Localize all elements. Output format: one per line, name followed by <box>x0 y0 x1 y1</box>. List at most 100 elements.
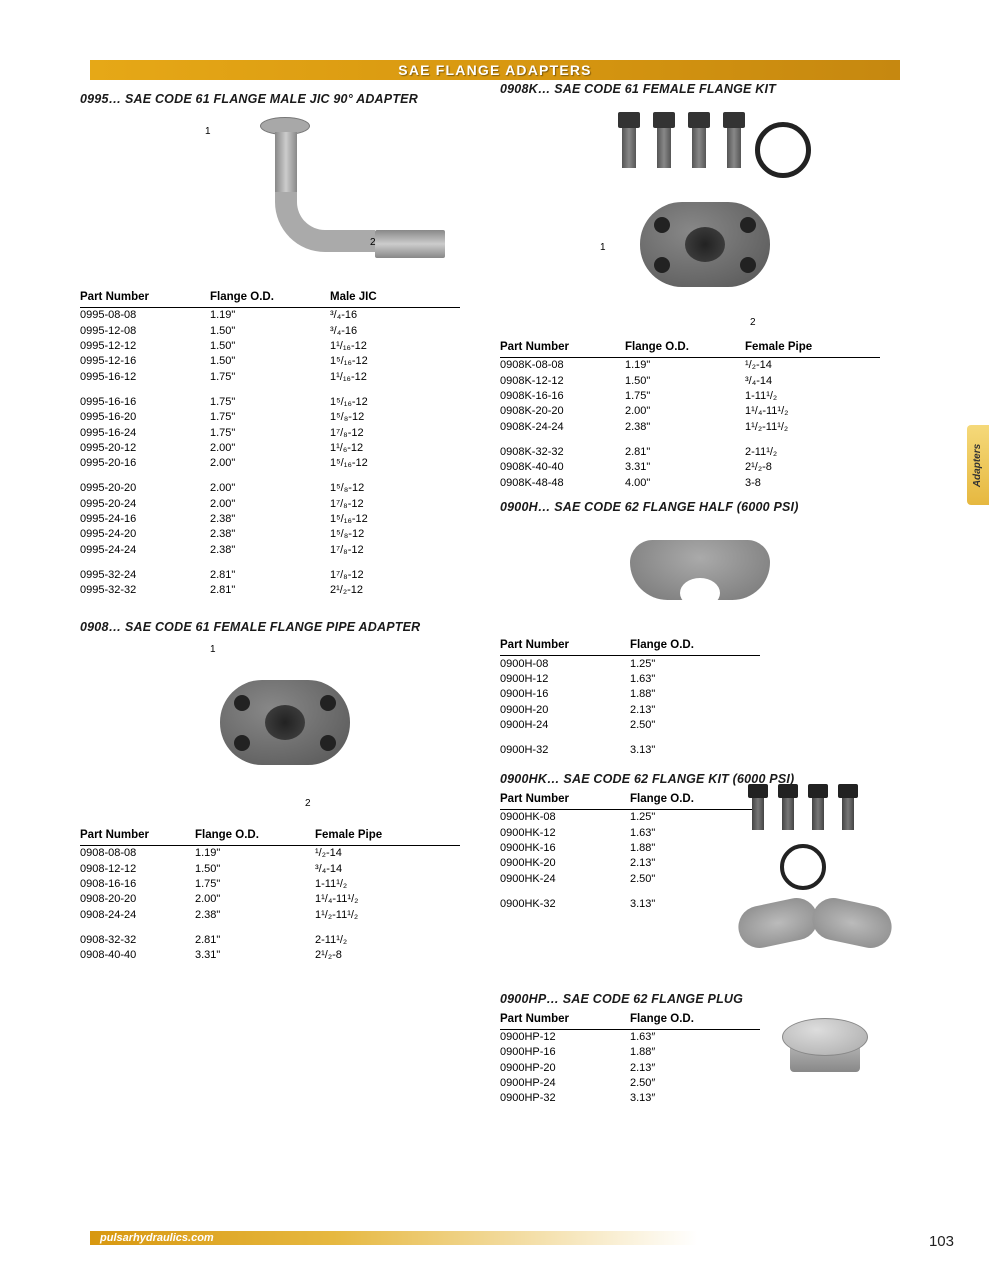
annot-2: 2 <box>750 317 756 328</box>
table-cell: 1⁷/₈-12 <box>330 567 460 582</box>
table-cell: ¹/₂-14 <box>745 357 880 373</box>
table-cell: 0900H-20 <box>500 702 630 717</box>
table-cell: 2.00" <box>210 440 330 455</box>
table-row: 0995-12-121.50"1¹/₁₆-12 <box>80 339 460 354</box>
flange-kit-halves-icon <box>730 784 930 964</box>
table-cell: 2.00" <box>625 404 745 419</box>
table-cell: 0908-08-08 <box>80 845 195 861</box>
table-cell: 0995-16-12 <box>80 369 210 384</box>
section-0908K: 0908K… SAE CODE 61 FEMALE FLANGE KIT <box>500 82 900 490</box>
table-row: 0995-24-202.38"1⁵/₈-12 <box>80 527 460 542</box>
table-cell: 0908-40-40 <box>80 948 195 963</box>
table-cell: 1.25" <box>630 656 760 672</box>
section-0995: 0995… SAE CODE 61 FLANGE MALE JIC 90° AD… <box>80 92 480 598</box>
table-cell: 0900H-08 <box>500 656 630 672</box>
section-title: 0900H… SAE CODE 62 FLANGE HALF (6000 PSI… <box>500 500 900 514</box>
col-header: Part Number <box>80 288 210 307</box>
tbody-0995: 0995-08-081.19"³/₄-160995-12-081.50"³/₄-… <box>80 307 460 598</box>
table-cell: 0900H-32 <box>500 743 630 758</box>
tbody-0908K: 0908K-08-081.19"¹/₂-140908K-12-121.50"³/… <box>500 357 880 490</box>
table-row: 0900H-081.25" <box>500 656 760 672</box>
section-title: 0908K… SAE CODE 61 FEMALE FLANGE KIT <box>500 82 900 96</box>
col-header: Flange O.D. <box>630 1010 760 1029</box>
table-cell: 0908K-08-08 <box>500 357 625 373</box>
table-0995: Part Number Flange O.D. Male JIC 0995-08… <box>80 288 460 598</box>
table-cell: 0995-24-20 <box>80 527 210 542</box>
product-image-0900HK <box>730 784 930 964</box>
table-cell: 2.81" <box>625 444 745 459</box>
table-cell: 0900HK-12 <box>500 825 630 840</box>
table-cell: 3.31" <box>195 948 315 963</box>
table-cell: 0908-20-20 <box>80 892 195 907</box>
annot-2: 2 <box>370 237 376 248</box>
table-cell: 2.00" <box>195 892 315 907</box>
table-cell: 0908-32-32 <box>80 932 195 947</box>
table-cell: 0908K-16-16 <box>500 389 625 404</box>
col-header: Flange O.D. <box>630 636 760 655</box>
table-cell: 1⁵/₁₆-12 <box>330 456 460 471</box>
col-header: Flange O.D. <box>625 338 745 357</box>
table-cell: 0908-12-12 <box>80 861 195 876</box>
section-0900HP: 0900HP… SAE CODE 62 FLANGE PLUG Part Num… <box>500 992 900 1106</box>
product-image-0908: 1 2 <box>80 640 480 820</box>
table-cell: 0995-16-20 <box>80 410 210 425</box>
product-image-0900H <box>500 520 900 630</box>
table-cell: 0908K-20-20 <box>500 404 625 419</box>
table-cell: 0908K-48-48 <box>500 475 625 490</box>
table-cell: 3.31" <box>625 460 745 475</box>
tbody-0900HP: 0900HP-121.63″0900HP-161.88″0900HP-202.1… <box>500 1029 760 1106</box>
table-cell: ³/₄-14 <box>745 373 880 388</box>
table-row: 0900HP-323.13″ <box>500 1091 760 1106</box>
table-row: 0900H-121.63" <box>500 672 760 687</box>
table-cell: 2.50" <box>630 717 760 732</box>
annot-1: 1 <box>205 126 211 137</box>
table-cell: 4.00" <box>625 475 745 490</box>
table-cell: 3-8 <box>745 475 880 490</box>
col-header: Female Pipe <box>745 338 880 357</box>
table-cell: 0995-24-24 <box>80 542 210 557</box>
table-cell: 0995-32-24 <box>80 567 210 582</box>
table-row: 0900HP-121.63″ <box>500 1029 760 1045</box>
table-row: 0995-32-242.81"1⁷/₈-12 <box>80 567 460 582</box>
table-row: 0908-12-121.50"³/₄-14 <box>80 861 460 876</box>
flange-half-icon <box>610 530 790 620</box>
table-cell: 2.38" <box>625 419 745 434</box>
table-cell: 1.75" <box>210 394 330 409</box>
table-cell: 1⁵/₈-12 <box>330 410 460 425</box>
table-row: 0908K-24-242.38"1¹/₂-11¹/₂ <box>500 419 880 434</box>
table-cell: 2.38" <box>210 512 330 527</box>
table-0908: Part Number Flange O.D. Female Pipe 0908… <box>80 826 460 963</box>
table-cell: 2¹/₂-8 <box>745 460 880 475</box>
section-title: 0908… SAE CODE 61 FEMALE FLANGE PIPE ADA… <box>80 620 480 634</box>
table-row: 0900HK-121.63" <box>500 825 760 840</box>
table-cell: 0900H-16 <box>500 687 630 702</box>
table-cell: 0908K-24-24 <box>500 419 625 434</box>
table-row: 0908-32-322.81"2-11¹/₂ <box>80 932 460 947</box>
product-image-0908K: 1 2 <box>500 102 900 332</box>
table-cell: 2.81" <box>210 567 330 582</box>
col-header: Female Pipe <box>315 826 460 845</box>
side-tab: Adapters <box>967 425 989 505</box>
table-cell: ³/₄-14 <box>315 861 460 876</box>
table-cell: 1.50" <box>210 323 330 338</box>
left-column: 0995… SAE CODE 61 FLANGE MALE JIC 90° AD… <box>80 82 480 1106</box>
product-image-0995: 1 2 <box>80 112 480 282</box>
table-cell: 3.13″ <box>630 1091 760 1106</box>
table-cell: 0995-16-16 <box>80 394 210 409</box>
table-0908K: Part Number Flange O.D. Female Pipe 0908… <box>500 338 880 490</box>
table-cell: 0995-08-08 <box>80 307 210 323</box>
table-row: 0908-20-202.00"1¹/₄-11¹/₂ <box>80 892 460 907</box>
table-row: 0900HP-202.13″ <box>500 1060 760 1075</box>
table-row: 0900HP-242.50″ <box>500 1076 760 1091</box>
table-gap <box>80 922 460 932</box>
table-cell: 1.88″ <box>630 1045 760 1060</box>
table-cell: 1⁵/₁₆-12 <box>330 394 460 409</box>
table-cell: 1.19" <box>625 357 745 373</box>
flange-plate-icon <box>190 660 370 800</box>
table-cell: 1¹/₂-11¹/₂ <box>315 907 460 922</box>
table-cell: 0995-12-12 <box>80 339 210 354</box>
table-cell: 1.75" <box>210 410 330 425</box>
section-0900HK: 0900HK… SAE CODE 62 FLANGE KIT (6000 PSI… <box>500 772 900 912</box>
table-cell: 0995-20-20 <box>80 481 210 496</box>
col-header: Part Number <box>500 1010 630 1029</box>
